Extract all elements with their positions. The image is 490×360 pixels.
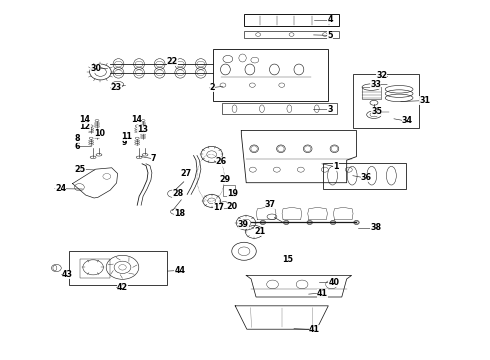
Text: 27: 27 [180,169,192,178]
Text: 1: 1 [333,162,339,171]
Text: 2: 2 [210,83,215,92]
Text: 15: 15 [282,256,293,264]
Ellipse shape [90,156,96,158]
Text: 17: 17 [213,203,224,212]
Text: 41: 41 [317,289,327,298]
Text: 30: 30 [90,64,101,73]
Bar [244,31,339,38]
Bar [362,87,381,99]
Bar [323,163,406,189]
Text: 34: 34 [402,116,413,125]
Text: 14: 14 [79,115,90,124]
Text: 10: 10 [94,129,105,138]
Text: 21: 21 [254,228,266,236]
Text: 44: 44 [174,266,185,275]
Text: 11: 11 [122,132,132,140]
Text: 40: 40 [328,278,339,287]
Ellipse shape [136,156,142,158]
Text: 19: 19 [227,189,238,198]
Bar [69,251,167,285]
Text: 12: 12 [79,122,91,131]
Text: 41: 41 [309,325,319,334]
Bar [223,185,235,196]
Ellipse shape [142,153,148,156]
Text: 9: 9 [122,138,127,147]
Text: 33: 33 [370,80,381,89]
Text: 37: 37 [265,200,275,209]
Text: 14: 14 [131,115,142,124]
Text: 24: 24 [55,184,66,193]
Text: 18: 18 [174,209,186,218]
Bar [80,259,110,278]
Text: 39: 39 [238,220,248,229]
Text: 28: 28 [172,189,184,198]
Text: 35: 35 [371,107,382,116]
Text: 6: 6 [74,141,80,150]
Text: 5: 5 [327,31,333,40]
Bar [244,14,339,26]
Text: 42: 42 [117,283,128,292]
Text: 36: 36 [361,173,371,181]
Text: 3: 3 [327,104,333,114]
Bar [221,103,337,114]
Text: 43: 43 [62,270,73,279]
Text: 31: 31 [419,96,430,105]
Text: 4: 4 [327,15,333,24]
Text: 29: 29 [220,175,231,184]
Text: 22: 22 [167,57,178,66]
Text: 26: 26 [216,157,227,166]
Bar [353,74,419,128]
Text: 13: 13 [137,125,148,134]
Bar [213,49,328,101]
Text: 8: 8 [74,134,80,143]
Text: 23: 23 [111,83,122,92]
Text: 7: 7 [151,154,156,163]
Text: 32: 32 [376,71,388,80]
Text: 25: 25 [74,165,86,174]
Ellipse shape [96,153,102,156]
Text: 20: 20 [227,202,238,211]
Text: 38: 38 [370,223,382,232]
